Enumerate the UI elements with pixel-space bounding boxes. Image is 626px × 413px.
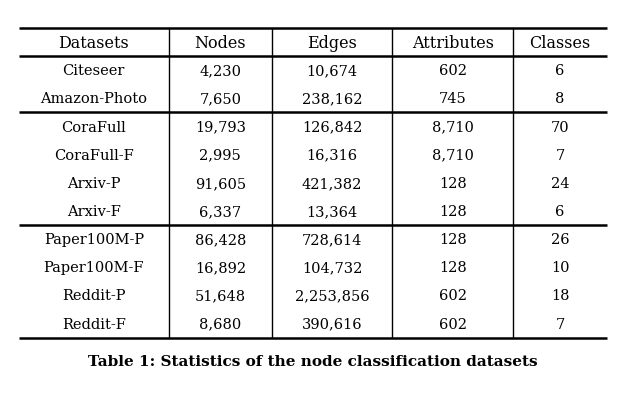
- Text: 10: 10: [551, 261, 570, 275]
- Text: 24: 24: [551, 176, 570, 190]
- Text: 602: 602: [439, 289, 467, 303]
- Text: Reddit-F: Reddit-F: [62, 317, 126, 331]
- Text: Citeseer: Citeseer: [63, 64, 125, 78]
- Text: 70: 70: [551, 120, 570, 134]
- Text: Paper100M-P: Paper100M-P: [44, 233, 144, 247]
- Text: Amazon-Photo: Amazon-Photo: [40, 92, 147, 106]
- Text: 2,995: 2,995: [200, 148, 241, 162]
- Text: 390,616: 390,616: [302, 317, 362, 331]
- Text: Arxiv-P: Arxiv-P: [67, 176, 121, 190]
- Text: 7,650: 7,650: [199, 92, 241, 106]
- Text: 128: 128: [439, 261, 466, 275]
- Text: 728,614: 728,614: [302, 233, 362, 247]
- Text: 19,793: 19,793: [195, 120, 246, 134]
- Text: 602: 602: [439, 317, 467, 331]
- Text: 8: 8: [555, 92, 565, 106]
- Text: 126,842: 126,842: [302, 120, 362, 134]
- Text: 128: 128: [439, 176, 466, 190]
- Text: 16,892: 16,892: [195, 261, 246, 275]
- Text: 7: 7: [555, 317, 565, 331]
- Text: 421,382: 421,382: [302, 176, 362, 190]
- Text: 8,710: 8,710: [432, 120, 474, 134]
- Text: 4,230: 4,230: [199, 64, 241, 78]
- Text: 6,337: 6,337: [199, 204, 242, 218]
- Text: 238,162: 238,162: [302, 92, 362, 106]
- Text: 26: 26: [551, 233, 570, 247]
- Text: 602: 602: [439, 64, 467, 78]
- Text: 16,316: 16,316: [307, 148, 357, 162]
- Text: Table 1: Statistics of the node classification datasets: Table 1: Statistics of the node classifi…: [88, 354, 538, 368]
- Text: Edges: Edges: [307, 34, 357, 52]
- Text: 2,253,856: 2,253,856: [295, 289, 369, 303]
- Text: 86,428: 86,428: [195, 233, 246, 247]
- Text: Arxiv-F: Arxiv-F: [67, 204, 121, 218]
- Text: CoraFull-F: CoraFull-F: [54, 148, 134, 162]
- Text: 91,605: 91,605: [195, 176, 246, 190]
- Text: Classes: Classes: [530, 34, 591, 52]
- Text: 7: 7: [555, 148, 565, 162]
- Text: 13,364: 13,364: [307, 204, 357, 218]
- Text: 104,732: 104,732: [302, 261, 362, 275]
- Text: 8,680: 8,680: [199, 317, 242, 331]
- Text: Datasets: Datasets: [58, 34, 129, 52]
- Text: Reddit-P: Reddit-P: [62, 289, 126, 303]
- Text: 6: 6: [555, 204, 565, 218]
- Text: 51,648: 51,648: [195, 289, 246, 303]
- Text: 8,710: 8,710: [432, 148, 474, 162]
- Text: 6: 6: [555, 64, 565, 78]
- Text: Paper100M-F: Paper100M-F: [44, 261, 144, 275]
- Text: 128: 128: [439, 204, 466, 218]
- Text: 10,674: 10,674: [307, 64, 357, 78]
- Text: Attributes: Attributes: [412, 34, 494, 52]
- Text: 18: 18: [551, 289, 570, 303]
- Text: 745: 745: [439, 92, 466, 106]
- Text: CoraFull: CoraFull: [61, 120, 126, 134]
- Text: 128: 128: [439, 233, 466, 247]
- Text: Nodes: Nodes: [195, 34, 246, 52]
